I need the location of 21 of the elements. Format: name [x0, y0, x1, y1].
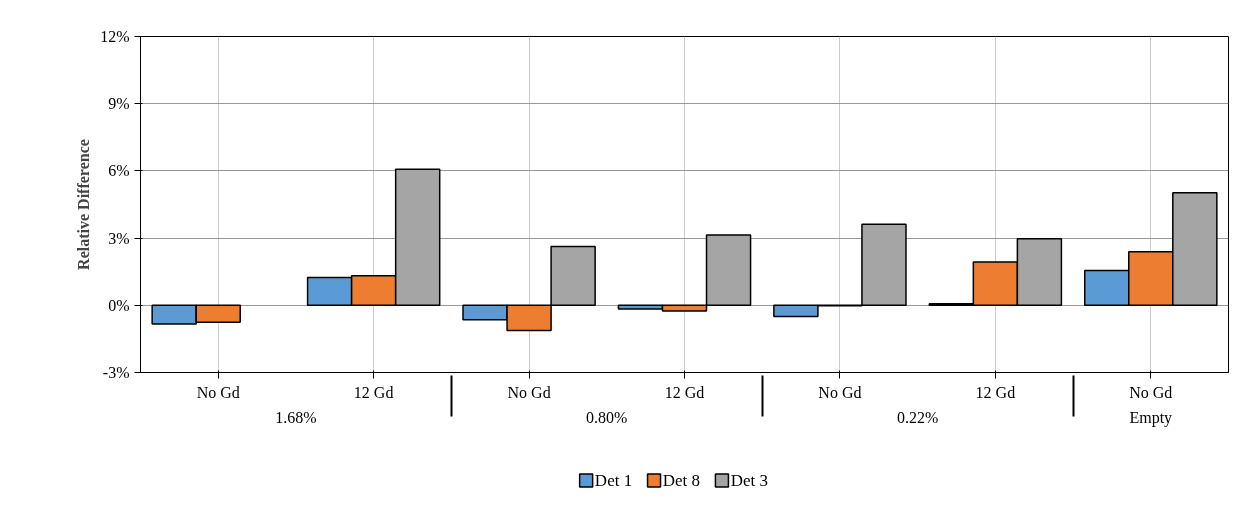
text: 0.80% — [586, 408, 628, 426]
x-tick-label: No Gd — [507, 383, 551, 401]
y-tick-label: 3% — [108, 229, 130, 247]
y-tick-label: 0% — [108, 296, 130, 314]
x-tick-label: 12 Gd — [353, 383, 394, 401]
text: Empty — [1129, 408, 1173, 427]
legend-label: Det 1 — [594, 471, 633, 490]
legend-label: Det 8 — [662, 471, 701, 490]
x-tick-label: 12 Gd — [975, 383, 1016, 401]
y-tick-label: -3% — [102, 364, 130, 381]
text: 0.22% — [896, 408, 939, 426]
y-tick-label: 9% — [108, 95, 130, 113]
x-tick-label: No Gd — [818, 383, 862, 401]
x-tick-label: 12 Gd — [664, 383, 705, 401]
x-tick-label: No Gd — [1129, 383, 1173, 401]
y-tick-label: 12% — [100, 28, 130, 45]
text: 1.68% — [275, 408, 317, 426]
y-axis-title: Relative Difference — [75, 139, 93, 270]
y-tick-label: 6% — [108, 162, 130, 180]
legend-label: Det 3 — [730, 471, 768, 490]
x-tick-label: No Gd — [196, 383, 240, 401]
